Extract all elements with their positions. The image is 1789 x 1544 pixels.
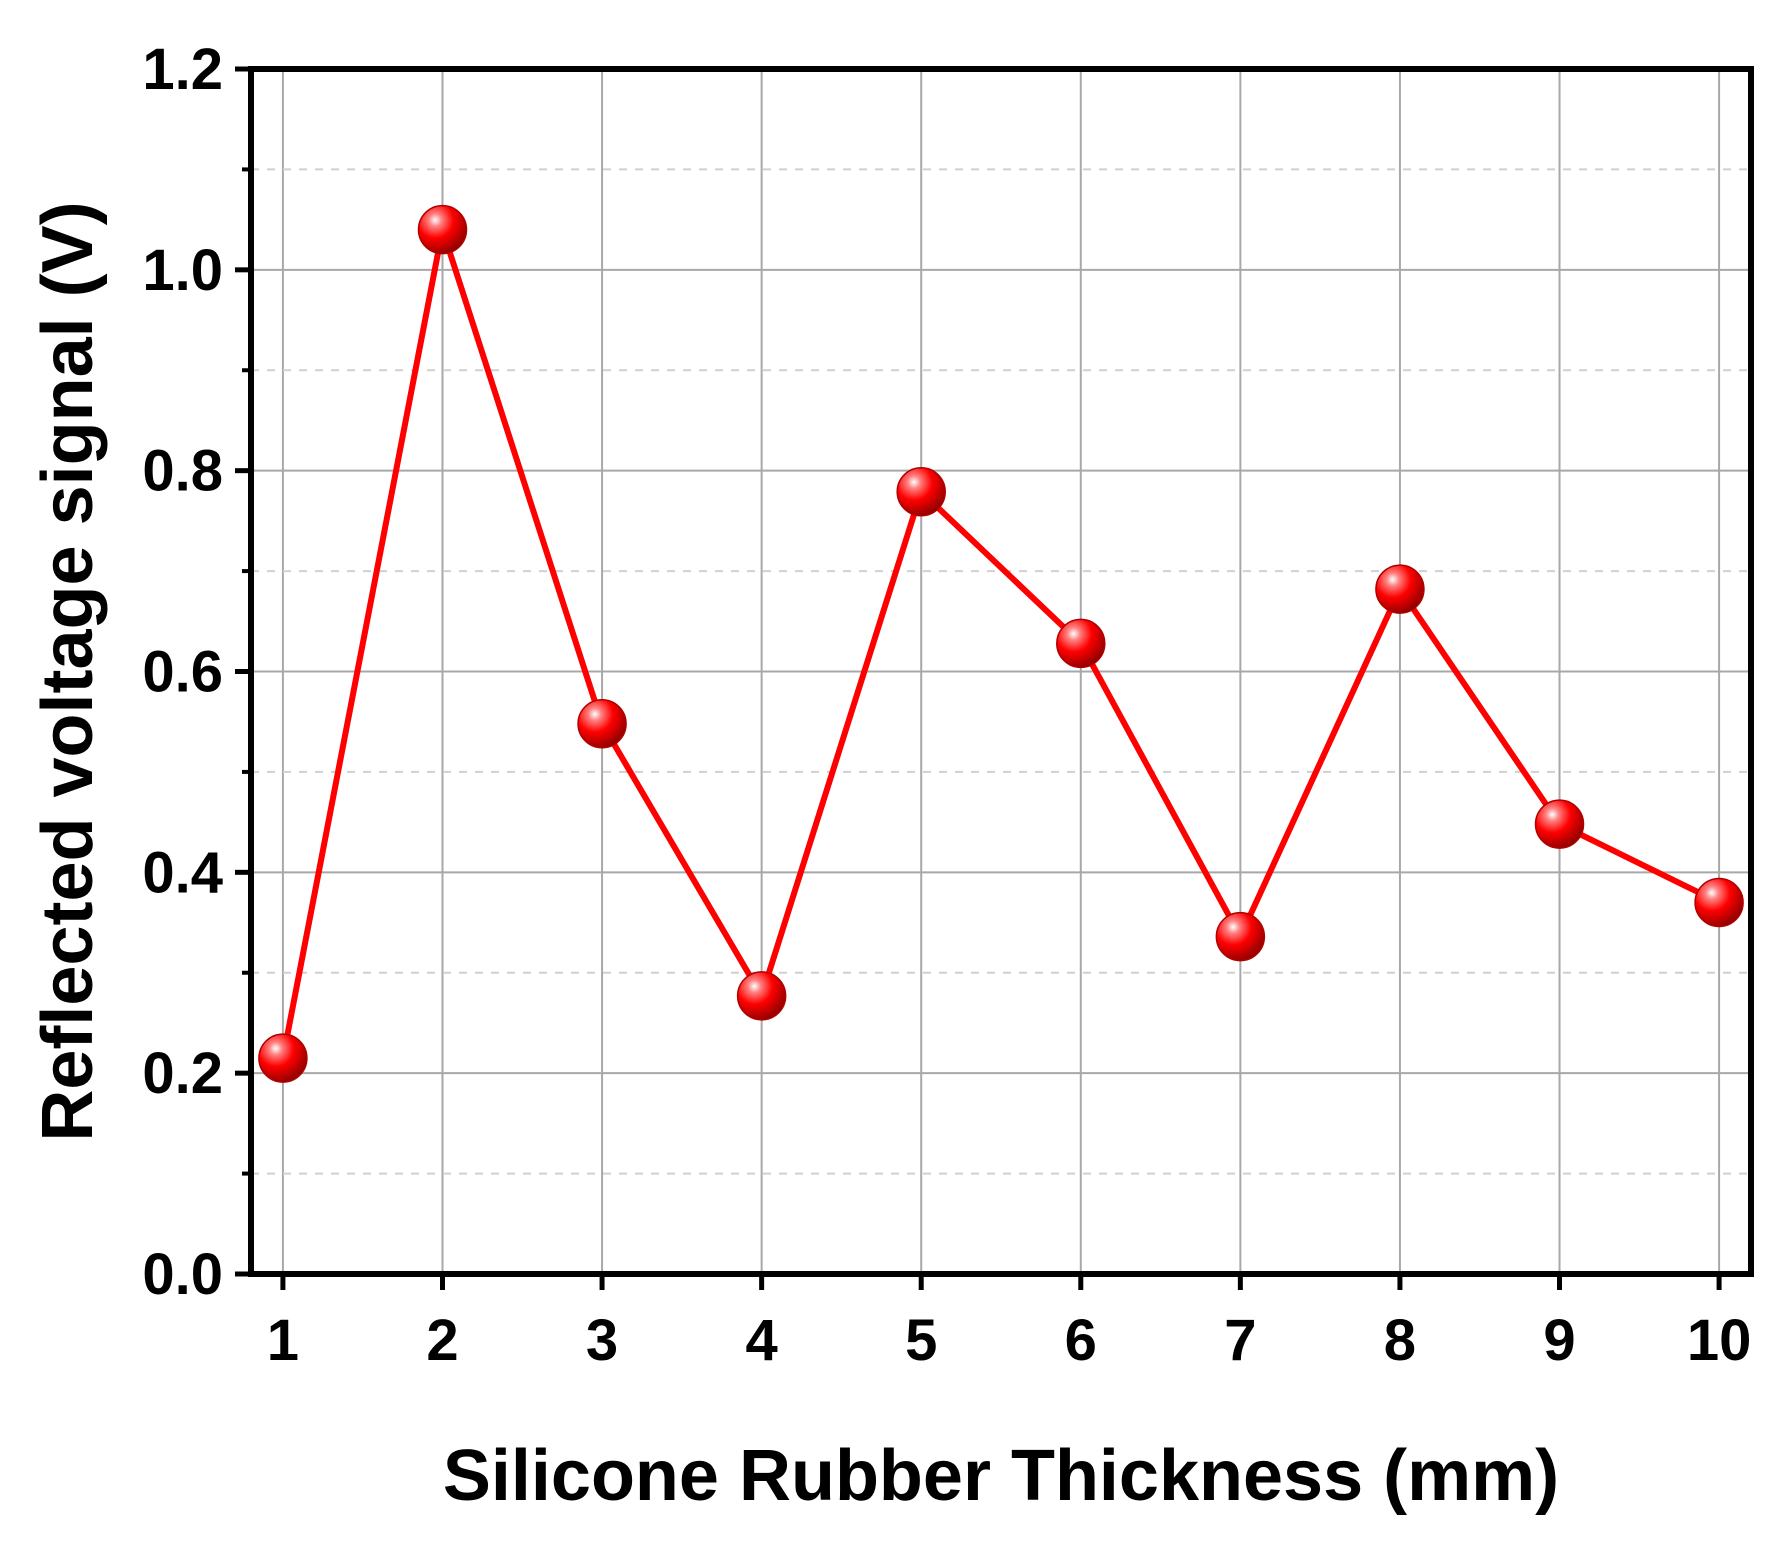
y-axis-tick-labels: 0.0 0.2 0.4 0.6 0.8 1.0 1.2 [142, 37, 223, 1307]
data-point-marker [417, 204, 468, 255]
x-tick-label: 2 [426, 1308, 458, 1373]
x-tick-label: 9 [1543, 1308, 1575, 1373]
data-series [258, 204, 1744, 1083]
y-tick-label: 1.2 [142, 37, 223, 102]
data-point-marker [1534, 799, 1585, 849]
x-tick-label: 5 [905, 1308, 937, 1373]
x-axis-tick-labels: 1 2 3 4 5 6 7 8 9 10 [267, 1308, 1752, 1373]
y-tick-label: 0.6 [142, 640, 223, 705]
x-tick-label: 4 [746, 1308, 778, 1373]
x-axis-title: Silicone Rubber Thickness (mm) [443, 1436, 1559, 1516]
data-point-marker [258, 1033, 308, 1083]
series-line [279, 226, 1721, 1059]
x-tick-label: 8 [1384, 1308, 1416, 1373]
grid-lines [251, 69, 1751, 1274]
axis-ticks [235, 66, 1722, 1290]
x-tick-label: 1 [267, 1308, 299, 1373]
y-tick-label: 1.0 [142, 238, 223, 303]
data-point-marker [1215, 911, 1266, 962]
x-tick-label: 7 [1224, 1308, 1256, 1373]
x-tick-label: 10 [1687, 1308, 1752, 1373]
data-point-marker [1375, 564, 1425, 614]
data-point-marker [1056, 618, 1106, 669]
data-point-marker [1694, 877, 1744, 928]
data-point-marker [577, 698, 627, 749]
data-point-marker [736, 971, 787, 1021]
y-tick-label: 0.0 [142, 1242, 223, 1307]
y-tick-label: 0.2 [142, 1041, 223, 1106]
data-point-marker [896, 467, 946, 517]
x-tick-label: 3 [586, 1308, 618, 1373]
y-tick-label: 0.4 [142, 840, 223, 905]
y-axis-title: Reflected voltage signal (V) [28, 201, 108, 1141]
x-tick-label: 6 [1065, 1308, 1097, 1373]
y-tick-label: 0.8 [142, 439, 223, 504]
